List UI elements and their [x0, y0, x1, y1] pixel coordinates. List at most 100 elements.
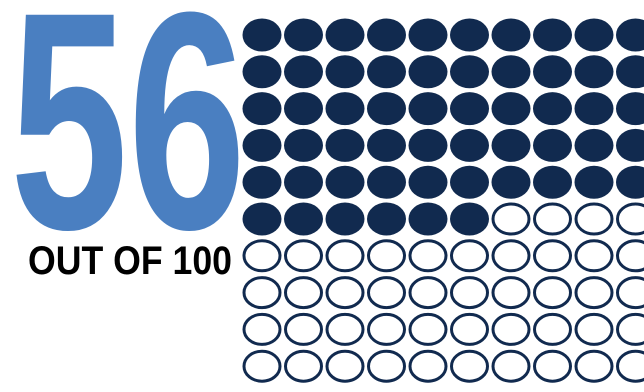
empty-dot: [533, 276, 572, 310]
filled-dot: [242, 128, 282, 162]
filled-dot: [242, 165, 282, 199]
filled-dot: [408, 128, 448, 162]
filled-dot: [242, 18, 282, 52]
filled-dot: [325, 18, 365, 52]
filled-dot: [242, 92, 282, 126]
empty-dot: [325, 312, 365, 346]
filled-dot: [284, 92, 323, 126]
filled-dot: [450, 202, 489, 236]
filled-dot: [616, 92, 644, 126]
empty-dot: [533, 312, 572, 346]
filled-dot: [367, 55, 406, 89]
filled-dot: [408, 92, 448, 126]
empty-dot: [491, 312, 531, 346]
filled-dot: [533, 128, 572, 162]
empty-dot: [325, 239, 365, 273]
filled-dot: [367, 165, 406, 199]
filled-dot: [491, 165, 531, 199]
filled-dot: [491, 55, 531, 89]
empty-dot: [491, 276, 531, 310]
empty-dot: [242, 276, 282, 310]
empty-dot: [325, 276, 365, 310]
filled-dot: [408, 165, 448, 199]
empty-dot: [408, 239, 448, 273]
empty-dot: [242, 349, 282, 383]
filled-dot: [367, 128, 406, 162]
filled-dot: [450, 128, 489, 162]
filled-dot: [408, 55, 448, 89]
empty-dot: [450, 276, 489, 310]
filled-dot: [284, 165, 323, 199]
empty-dot: [408, 276, 448, 310]
empty-dot: [533, 239, 572, 273]
filled-dot: [408, 18, 448, 52]
filled-dot: [367, 18, 406, 52]
filled-dot: [533, 55, 572, 89]
empty-dot: [616, 276, 644, 310]
empty-dot: [533, 349, 572, 383]
filled-dot: [616, 128, 644, 162]
empty-dot: [616, 349, 644, 383]
filled-dot: [450, 92, 489, 126]
empty-dot: [284, 239, 323, 273]
empty-dot: [491, 239, 531, 273]
empty-dot: [533, 202, 572, 236]
filled-dot: [491, 18, 531, 52]
empty-dot: [616, 239, 644, 273]
empty-dot: [491, 202, 531, 236]
empty-dot: [242, 312, 282, 346]
empty-dot: [616, 202, 644, 236]
filled-dot: [284, 55, 323, 89]
empty-dot: [325, 349, 365, 383]
filled-dot: [491, 92, 531, 126]
empty-dot: [574, 202, 614, 236]
empty-dot: [574, 239, 614, 273]
filled-dot: [533, 18, 572, 52]
filled-dot: [491, 128, 531, 162]
filled-dot: [616, 55, 644, 89]
empty-dot: [284, 349, 323, 383]
filled-dot: [242, 55, 282, 89]
empty-dot: [242, 239, 282, 273]
filled-dot: [533, 165, 572, 199]
filled-dot: [574, 92, 614, 126]
filled-dot: [450, 165, 489, 199]
filled-dot: [284, 128, 323, 162]
empty-dot: [284, 312, 323, 346]
empty-dot: [450, 312, 489, 346]
filled-dot: [325, 128, 365, 162]
filled-dot: [574, 55, 614, 89]
empty-dot: [367, 349, 406, 383]
filled-dot: [574, 165, 614, 199]
empty-dot: [450, 349, 489, 383]
filled-dot: [367, 92, 406, 126]
filled-dot: [450, 18, 489, 52]
empty-dot: [574, 276, 614, 310]
filled-dot: [325, 165, 365, 199]
filled-dot: [242, 202, 282, 236]
empty-dot: [574, 349, 614, 383]
filled-dot: [450, 55, 489, 89]
filled-dot: [325, 202, 365, 236]
empty-dot: [367, 276, 406, 310]
empty-dot: [616, 312, 644, 346]
filled-dot: [616, 165, 644, 199]
filled-dot: [533, 92, 572, 126]
filled-dot: [408, 202, 448, 236]
empty-dot: [284, 276, 323, 310]
value-number: 56: [10, 0, 246, 294]
filled-dot: [325, 55, 365, 89]
filled-dot: [616, 18, 644, 52]
empty-dot: [408, 349, 448, 383]
total-label: OUT OF 100: [28, 239, 232, 283]
filled-dot: [367, 202, 406, 236]
filled-dot: [284, 18, 323, 52]
empty-dot: [491, 349, 531, 383]
empty-dot: [450, 239, 489, 273]
empty-dot: [367, 239, 406, 273]
filled-dot: [574, 128, 614, 162]
empty-dot: [408, 312, 448, 346]
filled-dot: [284, 202, 323, 236]
